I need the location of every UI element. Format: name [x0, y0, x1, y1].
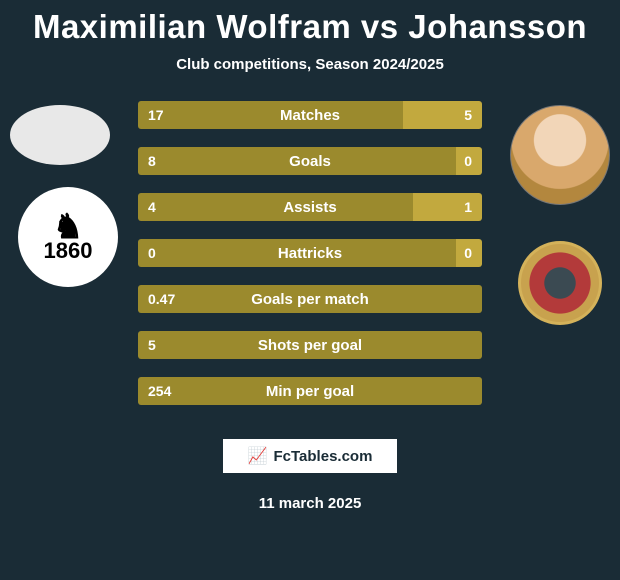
stat-bar: 80Goals: [138, 147, 482, 175]
stat-bar: 5Shots per goal: [138, 331, 482, 359]
crest-year: 1860: [44, 240, 93, 262]
page-subtitle: Club competitions, Season 2024/2025: [0, 56, 620, 73]
comparison-stage: ♞ 1860 175Matches80Goals41Assists00Hattr…: [0, 101, 620, 421]
stat-right-value: 0: [464, 245, 472, 261]
stat-left-segment: 17: [138, 101, 403, 129]
stat-bars: 175Matches80Goals41Assists00Hattricks0.4…: [138, 101, 482, 423]
club-left-crest: ♞ 1860: [18, 187, 118, 287]
watermark: 📈 FcTables.com: [223, 439, 397, 473]
stat-left-segment: 254: [138, 377, 482, 405]
stat-right-value: 1: [464, 199, 472, 215]
stat-bar: 0.47Goals per match: [138, 285, 482, 313]
stat-right-segment: 0: [456, 147, 482, 175]
stat-left-segment: 8: [138, 147, 456, 175]
stat-left-value: 0.47: [148, 291, 175, 307]
stat-left-value: 8: [148, 153, 156, 169]
stat-left-value: 254: [148, 383, 171, 399]
stat-left-value: 4: [148, 199, 156, 215]
stat-bar: 00Hattricks: [138, 239, 482, 267]
stat-left-segment: 0.47: [138, 285, 482, 313]
stat-right-segment: 0: [456, 239, 482, 267]
stat-left-value: 5: [148, 337, 156, 353]
club-right-crest: [518, 241, 602, 325]
stat-left-segment: 0: [138, 239, 456, 267]
stat-left-value: 0: [148, 245, 156, 261]
chart-icon: 📈: [248, 446, 268, 466]
stat-left-segment: 4: [138, 193, 413, 221]
stat-left-segment: 5: [138, 331, 482, 359]
stat-right-segment: 5: [403, 101, 482, 129]
stat-bar: 175Matches: [138, 101, 482, 129]
stat-right-value: 5: [464, 107, 472, 123]
page-title: Maximilian Wolfram vs Johansson: [0, 0, 620, 46]
date-text: 11 march 2025: [0, 495, 620, 512]
stat-bar: 254Min per goal: [138, 377, 482, 405]
player-right-avatar: [510, 105, 610, 205]
stat-bar: 41Assists: [138, 193, 482, 221]
stat-left-value: 17: [148, 107, 164, 123]
player-left-avatar: [10, 105, 110, 165]
watermark-text: FcTables.com: [274, 448, 373, 465]
stat-right-segment: 1: [413, 193, 482, 221]
stat-right-value: 0: [464, 153, 472, 169]
